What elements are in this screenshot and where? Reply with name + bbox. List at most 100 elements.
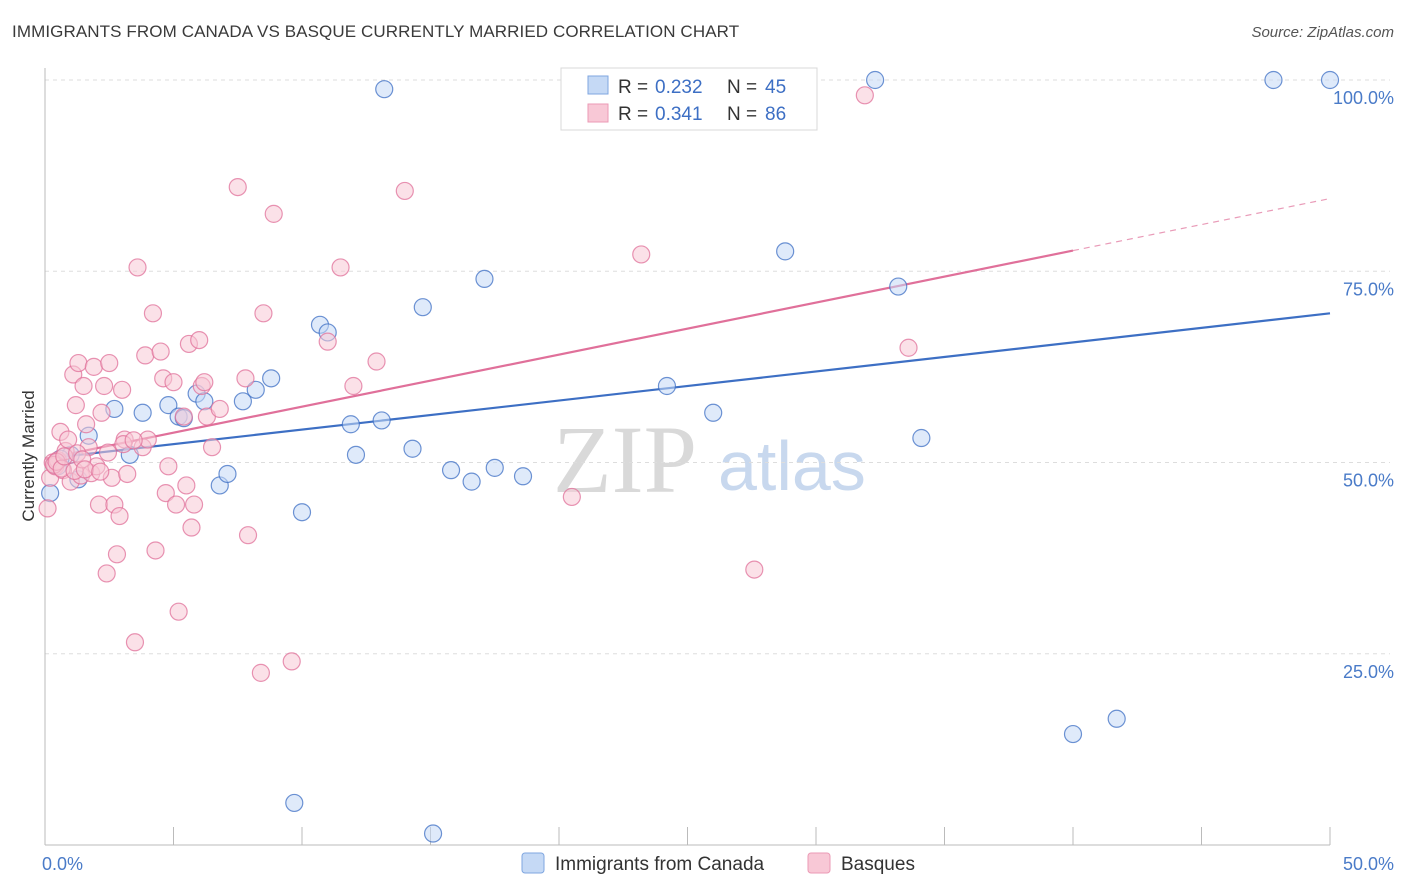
legend-swatch-canada [587,75,609,95]
basques-point-50 [184,495,204,514]
canada-point-38 [1063,724,1083,744]
canada-point-12 [218,464,237,484]
basques-point-8 [59,430,78,449]
tick-labels: 25.0% 50.0% 75.0% 100.0% 0.0% 50.0% [42,88,1394,874]
basques-point-15 [77,415,96,434]
basques-point-18 [84,357,103,376]
basques-point-64 [318,332,337,351]
basques-point-61 [254,304,273,323]
basques-point-53 [195,373,214,392]
canada-point-13 [233,392,252,411]
data-points [38,70,1340,843]
basques-point-60 [251,663,270,682]
basques-point-58 [236,369,255,388]
canada-point-26 [423,824,443,843]
basques-point-37 [143,304,163,323]
canada-point-23 [375,80,394,99]
canada-point-36 [889,277,908,296]
basques-point-31 [118,464,137,484]
basques-point-41 [156,484,175,503]
basques-point-85 [124,431,143,450]
basques-point-57 [228,178,247,197]
basques-point-70 [632,245,651,264]
axes [44,68,1331,846]
canada-point-32 [657,376,677,396]
basques-point-47 [177,476,196,495]
canada-point-6 [133,403,152,422]
bottom-legend-swatch-canada [521,852,545,874]
y-tick-label-0: 25.0% [1343,662,1394,682]
canada-point-28 [462,472,481,491]
bottom-legend-basques: Basques [841,854,915,875]
canada-point-30 [485,458,504,477]
canada-point-34 [776,242,795,261]
basques-point-27 [107,545,127,564]
canada-point-29 [475,269,494,288]
basques-trend-extension [1072,197,1331,252]
bottom-legend: Immigrants from Canada Basques [521,852,915,875]
basques-point-67 [367,352,386,371]
legend-basques-r-label: R = [618,104,648,125]
basques-point-14 [74,376,93,396]
basques-point-32 [125,633,145,652]
basques-point-66 [344,376,363,396]
y-tick-label-2: 75.0% [1343,279,1394,299]
chart-source: Source: ZipAtlas.com [1251,24,1394,41]
basques-point-24 [100,353,119,373]
canada-point-31 [513,467,533,486]
canada-point-25 [413,298,432,317]
basques-point-68 [395,181,414,201]
y-tick-label-1: 50.0% [1343,471,1394,491]
legend-basques-n: 86 [765,104,786,125]
basques-point-51 [190,331,209,350]
canada-point-10 [195,392,214,411]
canada-point-17 [292,503,312,522]
basques-point-59 [238,526,258,545]
legend-canada-n-label: N = [727,77,757,98]
basques-point-83 [98,443,118,462]
basques-point-20 [89,495,109,514]
basques-point-81 [75,460,94,479]
basques-point-55 [202,438,222,457]
y-tick-label-3: 100.0% [1333,88,1394,108]
chart-title: IMMIGRANTS FROM CANADA VS BASQUE CURRENT… [12,22,740,41]
basques-point-38 [146,541,165,560]
legend-canada-r-label: R = [618,77,648,98]
canada-point-41 [1320,70,1340,90]
basques-point-33 [128,258,147,277]
canada-point-20 [341,415,360,434]
basques-point-43 [164,373,183,392]
grid [45,79,1390,655]
canada-point-15 [262,369,281,388]
x-tick-label-1: 50.0% [1343,854,1394,874]
canada-point-21 [346,445,366,464]
watermark: ZIP atlas [553,406,866,513]
basques-point-62 [264,204,283,223]
basques-point-42 [159,457,178,476]
basques-point-45 [169,602,188,621]
canada-trend-line [44,312,1331,460]
legend-swatch-basques [587,103,609,123]
canada-point-22 [372,411,391,430]
canada-point-24 [403,439,422,458]
basques-point-29 [112,380,132,399]
basques-point-21 [92,403,111,422]
canada-point-16 [285,793,304,813]
basques-point-73 [899,338,918,357]
legend-basques-r: 0.341 [655,104,703,125]
basques-point-56 [210,399,229,419]
canada-point-39 [1107,709,1126,728]
canada-point-35 [866,70,885,90]
basques-point-69 [562,487,581,507]
basques-point-44 [166,495,186,514]
legend-canada-r: 0.232 [655,77,703,98]
basques-point-82 [91,462,110,481]
canada-point-7 [159,396,178,415]
basques-point-12 [69,353,88,373]
legend: R = 0.232 N = 45 R = 0.341 N = 86 [560,67,818,131]
canada-point-0 [41,484,60,503]
basques-point-63 [282,652,301,671]
basques-point-23 [97,564,116,583]
basques-point-46 [174,407,193,426]
